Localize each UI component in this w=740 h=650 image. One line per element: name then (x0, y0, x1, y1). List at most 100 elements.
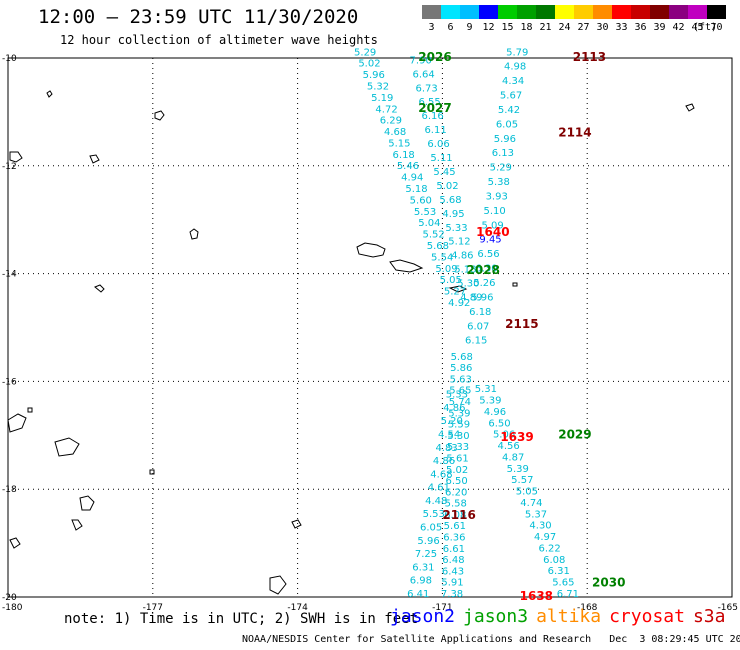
map-frame (7, 57, 733, 598)
swh-value: 5.63 (450, 374, 472, 385)
swh-value: 5.29 (490, 163, 512, 174)
swh-value: 5.96 (363, 70, 385, 81)
swh-value: 5.96 (471, 292, 493, 303)
swh-value: 6.18 (393, 150, 415, 161)
track-time-label: 2115 (505, 317, 538, 331)
swh-value: 5.45 (433, 167, 455, 178)
scale-swatch-42 (669, 5, 688, 19)
satellite-cryosat: cryosat (609, 606, 685, 627)
scale-swatch-12 (479, 5, 498, 19)
swh-value: 6.15 (465, 336, 487, 347)
scale-label: 18 (520, 22, 533, 33)
scale-label: 9 (466, 22, 473, 33)
swh-value: 7.90 (410, 55, 432, 66)
swh-value: 5.37 (525, 509, 547, 520)
lat-tick-label: -12 (2, 162, 17, 172)
swh-value: 6.50 (446, 476, 468, 487)
swh-value: 9.45 (479, 235, 501, 246)
swh-value: 5.30 (447, 431, 469, 442)
credit-line: NOAA/NESDIS Center for Satellite Applica… (242, 634, 740, 645)
swh-value: 6.16 (421, 111, 443, 122)
scale-swatch-45 (688, 5, 707, 19)
swh-value: 5.42 (498, 105, 520, 116)
scale-swatch-30 (593, 5, 612, 19)
swh-value: 5.19 (371, 93, 393, 104)
island-c (94, 284, 105, 293)
scale-label: 36 (634, 22, 647, 33)
swh-value: 5.53 (414, 207, 436, 218)
swh-value: 4.74 (520, 498, 542, 509)
swh-value-labels: 5.295.025.965.325.194.726.294.685.156.18… (354, 47, 579, 600)
tonga-group-7 (269, 575, 287, 595)
island-h (149, 469, 155, 475)
scale-label: 12 (482, 22, 495, 33)
savaii-island (389, 259, 424, 273)
swh-value: 5.52 (422, 230, 444, 241)
tonga-group-6 (291, 519, 302, 529)
swh-value: 5.05 (440, 275, 462, 286)
swh-value: 4.30 (529, 521, 551, 532)
swh-value: 5.18 (405, 184, 427, 195)
swh-value: 5.59 (448, 420, 470, 431)
scale-swatch-27 (574, 5, 593, 19)
lon-tick-label: -180 (2, 603, 23, 613)
swh-value: 6.20 (445, 487, 467, 498)
swh-value: 5.79 (506, 47, 528, 58)
swh-value: 6.56 (477, 249, 499, 260)
scale-label: 39 (653, 22, 666, 33)
swh-value: 7.25 (415, 549, 437, 560)
axis-labels: -10 -12 -14 -16 -18 -20-180 -177 -174 -171 -168 -1… (2, 54, 738, 613)
swh-value: 6.08 (444, 510, 466, 521)
tonga-group-2 (54, 437, 80, 457)
swh-value: 5.12 (448, 237, 470, 248)
map-graticule (8, 58, 732, 597)
swh-value: 4.92 (448, 298, 470, 309)
scale-swatch-3 (422, 5, 441, 19)
swh-value: 6.73 (416, 83, 438, 94)
swh-value: 5.68 (439, 195, 461, 206)
scale-label: 33 (615, 22, 628, 33)
swh-value: 5.26 (473, 278, 495, 289)
satellite-altika: altika (536, 606, 602, 627)
swh-value: 4.68 (384, 127, 406, 138)
swh-value: 6.31 (412, 562, 434, 573)
track-time-label: 2116 (442, 508, 475, 522)
swh-value: 5.67 (500, 91, 522, 102)
swh-value: 6.48 (442, 555, 464, 566)
tonga-group-5 (71, 519, 83, 531)
lat-tick-label: -14 (2, 270, 17, 280)
swh-value: 5.10 (484, 206, 506, 217)
swh-value: 6.22 (539, 543, 561, 554)
scale-label: 70 (710, 22, 723, 33)
scale-swatch-21 (536, 5, 555, 19)
map-border (7, 57, 733, 598)
swh-value: 4.48 (425, 496, 447, 507)
swh-value: 6.13 (492, 148, 514, 159)
swh-value: 4.68 (430, 469, 452, 480)
tutuila-island (448, 285, 468, 293)
map-title: 12:00 — 23:59 UTC 11/30/2020 (38, 6, 359, 28)
islands-layer (7, 90, 695, 595)
scale-swatch-33 (612, 5, 631, 19)
track-time-label: 2030 (592, 576, 625, 590)
swh-value: 5.39 (507, 464, 529, 475)
track-time-label: 1639 (500, 430, 533, 444)
scale-label: 45 (691, 22, 704, 33)
track-time-label: 2026 (418, 50, 451, 64)
swh-value: 5.27 (444, 287, 466, 298)
track-time-label: 1638 (520, 589, 553, 603)
swh-value: 6.41 (407, 589, 429, 600)
swh-value: 4.97 (534, 532, 556, 543)
swh-value: 6.11 (424, 125, 446, 136)
swh-value: 4.95 (442, 209, 464, 220)
swh-value: 6.61 (443, 544, 465, 555)
swh-value: 4.86 (433, 456, 455, 467)
swh-value: 6.31 (548, 566, 570, 577)
satellite-s3a: s3a (692, 606, 726, 627)
swh-value: 5.11 (430, 153, 452, 164)
scale-label: 27 (577, 22, 590, 33)
swh-value: 5.39 (479, 396, 501, 407)
scale-swatch-70 (707, 5, 726, 19)
swh-value: 4.56 (497, 441, 519, 452)
swh-value: 5.96 (417, 536, 439, 547)
